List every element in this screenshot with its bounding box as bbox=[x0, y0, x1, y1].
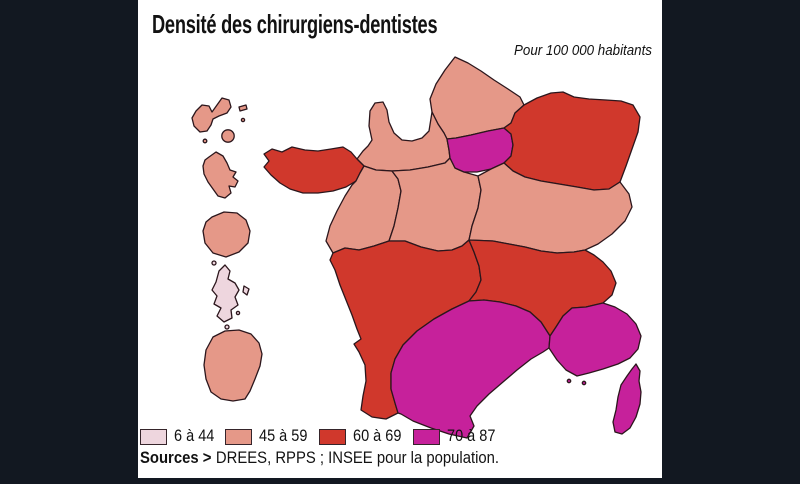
region-corse bbox=[612, 363, 642, 435]
legend-swatch-1 bbox=[140, 428, 167, 445]
region-grand-est bbox=[503, 91, 641, 191]
legend-swatch-2 bbox=[224, 428, 252, 445]
legend-swatch-3 bbox=[318, 428, 346, 445]
legend-label-4: 70 à 87 bbox=[447, 427, 496, 445]
map-legend: 6 à 44 45 à 59 60 à 69 70 à 87 bbox=[140, 427, 507, 446]
legend-label-2: 45 à 59 bbox=[258, 427, 308, 445]
legend-item-1: 6 à 44 bbox=[140, 427, 216, 446]
islet-paca-2 bbox=[581, 380, 587, 386]
region-bourgogne-franche-comte bbox=[468, 162, 633, 254]
legend-label-3: 60 à 69 bbox=[352, 427, 402, 445]
territory-mayotte bbox=[211, 260, 250, 330]
sources-prefix: Sources > bbox=[140, 449, 212, 467]
territory-guyane bbox=[203, 329, 263, 402]
islet-paca-1 bbox=[566, 378, 572, 384]
legend-item-4: 70 à 87 bbox=[413, 427, 498, 446]
territory-reunion bbox=[202, 211, 251, 258]
sources-text: DREES, RPPS ; INSEE pour la population. bbox=[215, 449, 500, 467]
sources-line: Sources > DREES, RPPS ; INSEE pour la pop… bbox=[140, 449, 499, 468]
region-provence-alpes-cote-d-azur bbox=[548, 302, 642, 377]
legend-swatch-4 bbox=[413, 428, 440, 445]
region-occitanie bbox=[390, 299, 551, 439]
region-bretagne bbox=[263, 146, 365, 194]
legend-item-3: 60 à 69 bbox=[318, 427, 404, 446]
territory-martinique bbox=[202, 151, 239, 199]
figure-subtitle: Pour 100 000 habitants bbox=[514, 43, 652, 59]
figure-title: Densité des chirurgiens-dentistes bbox=[152, 9, 438, 39]
map-panel: Densité des chirurgiens-dentistes Pour 1… bbox=[138, 0, 662, 478]
legend-item-2: 45 à 59 bbox=[224, 427, 310, 446]
territory-guadeloupe bbox=[191, 97, 248, 144]
legend-label-1: 6 à 44 bbox=[174, 427, 215, 445]
